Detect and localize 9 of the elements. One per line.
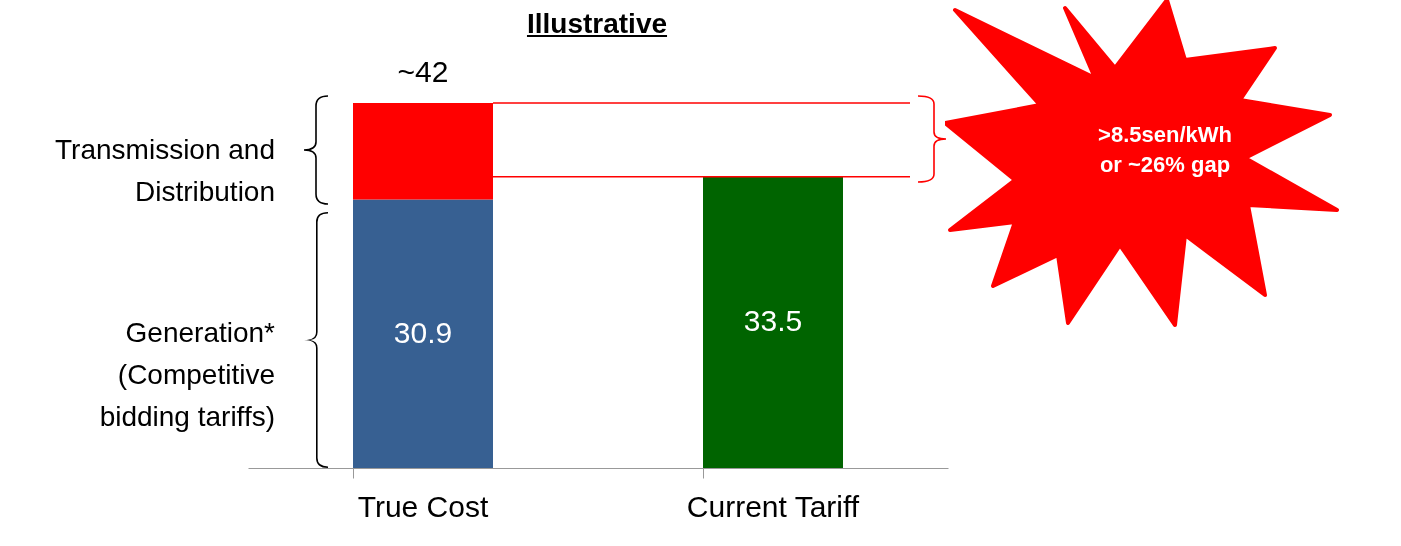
text: Transmission and Distribution (55, 134, 275, 208)
x-tick-label: True Cost (357, 489, 489, 523)
data-label: 30.9 (393, 315, 453, 349)
text: >8.5sen/kWh or ~26% gap (1097, 121, 1233, 179)
x-tick-label: Current Tariff (686, 489, 860, 523)
text: Generation* (Competitive bidding tariffs) (99, 316, 276, 432)
data-label: 33.5 (743, 304, 803, 338)
chart-title: Illustrative (525, 8, 669, 40)
total-label: ~42 (397, 55, 449, 88)
